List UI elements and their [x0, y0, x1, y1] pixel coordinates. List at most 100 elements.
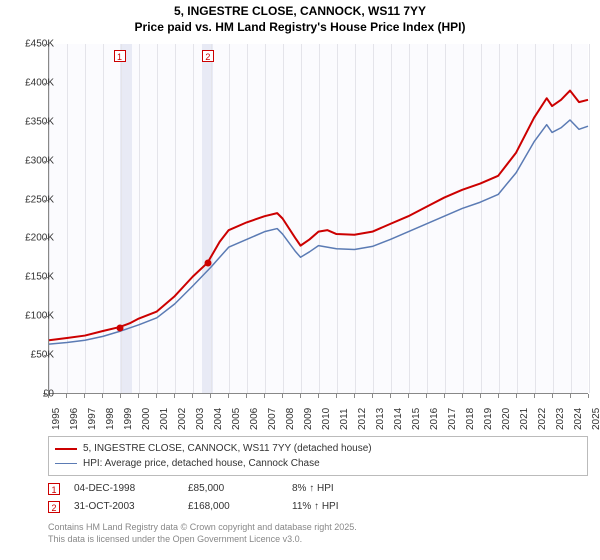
x-tick	[534, 394, 535, 398]
x-axis-label: 2025	[591, 408, 600, 430]
x-axis-label: 2016	[429, 408, 440, 430]
x-tick	[480, 394, 481, 398]
x-axis-label: 1997	[87, 408, 98, 430]
y-axis-label: £50K	[31, 350, 54, 361]
x-axis-label: 2014	[393, 408, 404, 430]
x-axis-label: 2022	[537, 408, 548, 430]
x-axis-label: 2002	[177, 408, 188, 430]
x-tick	[390, 394, 391, 398]
legend-label: HPI: Average price, detached house, Cann…	[83, 456, 320, 471]
x-axis-label: 2018	[465, 408, 476, 430]
legend-label: 5, INGESTRE CLOSE, CANNOCK, WS11 7YY (de…	[83, 441, 372, 456]
chart-container: 5, INGESTRE CLOSE, CANNOCK, WS11 7YY Pri…	[0, 0, 600, 560]
legend-row: 5, INGESTRE CLOSE, CANNOCK, WS11 7YY (de…	[55, 441, 581, 456]
x-tick	[66, 394, 67, 398]
x-tick	[570, 394, 571, 398]
x-tick	[588, 394, 589, 398]
transaction-row: 2 31-OCT-2003 £168,000 11% ↑ HPI	[48, 498, 588, 516]
x-axis-label: 1995	[51, 408, 62, 430]
x-tick	[372, 394, 373, 398]
x-tick	[282, 394, 283, 398]
x-tick	[336, 394, 337, 398]
transactions-table: 104-DEC-1998£85,0008% ↑ HPI231-OCT-2003£…	[48, 480, 588, 516]
transaction-id-box: 1	[48, 483, 60, 495]
x-tick	[552, 394, 553, 398]
x-tick	[228, 394, 229, 398]
transaction-dot	[204, 260, 211, 267]
y-tick	[44, 44, 48, 45]
x-axis-label: 2007	[267, 408, 278, 430]
x-tick	[84, 394, 85, 398]
x-tick	[444, 394, 445, 398]
x-tick	[462, 394, 463, 398]
x-tick	[426, 394, 427, 398]
y-axis-label: £400K	[25, 77, 54, 88]
y-tick	[44, 394, 48, 395]
transaction-marker-2: 2	[202, 50, 214, 62]
y-tick	[44, 277, 48, 278]
y-axis-label: £300K	[25, 155, 54, 166]
x-tick	[516, 394, 517, 398]
y-axis-label: £250K	[25, 194, 54, 205]
x-axis-label: 2005	[231, 408, 242, 430]
x-axis-label: 2008	[285, 408, 296, 430]
title-block: 5, INGESTRE CLOSE, CANNOCK, WS11 7YY Pri…	[0, 0, 600, 35]
transaction-pct: 11% ↑ HPI	[292, 498, 392, 516]
transaction-date: 31-OCT-2003	[74, 498, 174, 516]
x-axis-label: 2000	[141, 408, 152, 430]
x-tick	[192, 394, 193, 398]
x-axis-label: 2001	[159, 408, 170, 430]
x-tick	[300, 394, 301, 398]
transaction-pct: 8% ↑ HPI	[292, 480, 392, 498]
y-axis-label: £100K	[25, 311, 54, 322]
y-tick	[44, 316, 48, 317]
y-axis-label: £150K	[25, 272, 54, 283]
x-tick	[102, 394, 103, 398]
gridline-vertical	[589, 44, 590, 393]
y-axis-label: £200K	[25, 233, 54, 244]
y-axis-label: £450K	[25, 39, 54, 50]
transaction-dot	[116, 324, 123, 331]
y-tick	[44, 122, 48, 123]
x-axis-label: 2024	[573, 408, 584, 430]
y-tick	[44, 83, 48, 84]
x-axis-label: 2009	[303, 408, 314, 430]
y-tick	[44, 355, 48, 356]
legend-swatch	[55, 448, 77, 450]
transaction-id-box: 2	[48, 501, 60, 513]
x-tick	[264, 394, 265, 398]
x-tick	[246, 394, 247, 398]
x-axis-label: 2015	[411, 408, 422, 430]
x-axis-label: 1998	[105, 408, 116, 430]
x-tick	[408, 394, 409, 398]
legend-swatch	[55, 463, 77, 464]
y-tick	[44, 161, 48, 162]
x-axis-label: 2010	[321, 408, 332, 430]
transaction-date: 04-DEC-1998	[74, 480, 174, 498]
x-tick	[120, 394, 121, 398]
x-tick	[318, 394, 319, 398]
y-tick	[44, 200, 48, 201]
title-line-1: 5, INGESTRE CLOSE, CANNOCK, WS11 7YY	[0, 4, 600, 20]
x-tick	[354, 394, 355, 398]
series-line	[49, 91, 588, 341]
x-axis-label: 2023	[555, 408, 566, 430]
x-tick	[210, 394, 211, 398]
x-tick	[174, 394, 175, 398]
x-tick	[156, 394, 157, 398]
x-axis-label: 2006	[249, 408, 260, 430]
x-axis-label: 2011	[339, 408, 350, 430]
x-axis-label: 1999	[123, 408, 134, 430]
legend-row: HPI: Average price, detached house, Cann…	[55, 456, 581, 471]
x-axis-label: 1996	[69, 408, 80, 430]
attribution-line-1: Contains HM Land Registry data © Crown c…	[48, 522, 357, 534]
line-series-svg	[49, 44, 588, 393]
transaction-price: £168,000	[188, 498, 278, 516]
legend-box: 5, INGESTRE CLOSE, CANNOCK, WS11 7YY (de…	[48, 436, 588, 476]
x-axis-label: 2003	[195, 408, 206, 430]
transaction-marker-1: 1	[114, 50, 126, 62]
x-tick	[138, 394, 139, 398]
x-axis-label: 2019	[483, 408, 494, 430]
y-axis-label: £350K	[25, 116, 54, 127]
x-axis-label: 2004	[213, 408, 224, 430]
